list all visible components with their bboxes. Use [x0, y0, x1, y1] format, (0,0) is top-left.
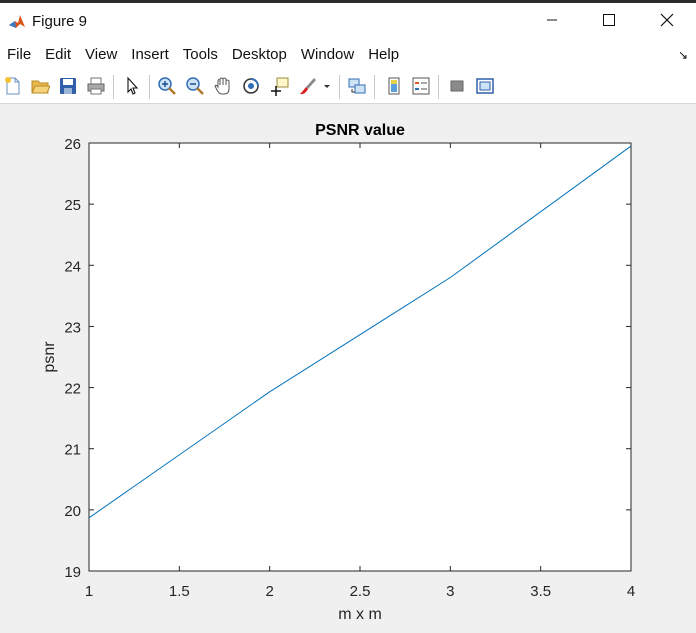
x-tick-label: 1.5 — [169, 583, 190, 600]
toolbar-separator — [113, 75, 114, 99]
x-tick-label: 2 — [265, 583, 273, 600]
figure-toolbar — [0, 70, 696, 104]
close-button[interactable] — [638, 3, 696, 37]
title-bar: Figure 9 — [0, 3, 696, 40]
menu-help[interactable]: Help — [368, 46, 400, 63]
pan-hand-icon[interactable] — [212, 75, 234, 97]
menu-desktop[interactable]: Desktop — [231, 46, 287, 63]
zoom-in-icon[interactable] — [156, 75, 178, 97]
toolbar-separator — [438, 75, 439, 99]
minimize-icon — [547, 19, 557, 21]
y-tick-label: 26 — [64, 136, 81, 153]
menu-bar: File Edit View Insert Tools Desktop Wind… — [0, 40, 696, 70]
y-tick-label: 24 — [64, 258, 81, 275]
series-line[interactable] — [88, 145, 632, 519]
x-tick-label: 3.5 — [530, 583, 551, 600]
open-file-icon[interactable] — [29, 75, 51, 97]
brush-icon[interactable] — [296, 75, 318, 97]
x-tick-label: 3 — [446, 583, 454, 600]
x-tick-label: 1 — [85, 583, 93, 600]
colorbar-icon[interactable] — [383, 75, 405, 97]
menu-view[interactable]: View — [85, 46, 118, 63]
y-tick-label: 22 — [64, 381, 81, 398]
x-tick-label: 4 — [627, 583, 635, 600]
matlab-icon — [7, 11, 27, 32]
zoom-out-icon[interactable] — [184, 75, 206, 97]
window-title: Figure 9 — [32, 13, 88, 30]
data-point[interactable] — [88, 516, 91, 519]
menu-window[interactable]: Window — [300, 46, 355, 63]
rotate-3d-icon[interactable] — [240, 75, 262, 97]
y-tick-label: 23 — [64, 319, 81, 336]
menu-file[interactable]: File — [7, 46, 32, 63]
pointer-icon[interactable] — [121, 75, 143, 97]
maximize-icon — [603, 14, 615, 26]
data-cursor-icon[interactable] — [268, 75, 290, 97]
data-point[interactable] — [449, 276, 452, 279]
brush-dropdown-icon[interactable] — [320, 75, 334, 97]
print-icon[interactable] — [85, 75, 107, 97]
toolbar-separator — [339, 75, 340, 99]
y-tick-label: 20 — [64, 503, 81, 520]
save-icon[interactable] — [57, 75, 79, 97]
x-tick-label: 2.5 — [350, 583, 371, 600]
plot-area[interactable] — [88, 142, 632, 572]
hide-plot-tools-icon[interactable] — [446, 75, 468, 97]
y-tick-label: 21 — [64, 442, 81, 459]
figure-canvas: 1 1.5 2 2.5 3 3.5 4 19 20 21 22 23 24 25 26 PSNR value m… — [0, 104, 696, 628]
menu-insert[interactable]: Insert — [131, 46, 169, 63]
y-tick-label: 25 — [64, 197, 81, 214]
data-point[interactable] — [630, 145, 633, 148]
maximize-button[interactable] — [580, 3, 638, 37]
legend-icon[interactable] — [410, 75, 432, 97]
toolbar-separator — [374, 75, 375, 99]
data-point[interactable] — [268, 390, 271, 393]
toolbar-separator — [149, 75, 150, 99]
menu-tools[interactable]: Tools — [182, 46, 218, 63]
window-top-edge — [0, 0, 696, 3]
x-axis-label: m x m — [338, 606, 382, 623]
chart-title: PSNR value — [315, 122, 405, 139]
minimize-button[interactable] — [523, 3, 581, 37]
menu-edit[interactable]: Edit — [45, 46, 72, 63]
y-axis-label: psnr — [41, 341, 58, 373]
dock-arrow-icon[interactable]: ↘ — [677, 48, 688, 62]
new-figure-icon[interactable] — [2, 75, 24, 97]
link-plot-icon[interactable] — [346, 75, 368, 97]
line-chart[interactable]: 1 1.5 2 2.5 3 3.5 4 19 20 21 22 23 24 25 26 PSNR value m… — [0, 104, 696, 628]
show-plot-tools-icon[interactable] — [474, 75, 496, 97]
close-icon — [660, 13, 674, 27]
y-tick-label: 19 — [64, 564, 81, 581]
